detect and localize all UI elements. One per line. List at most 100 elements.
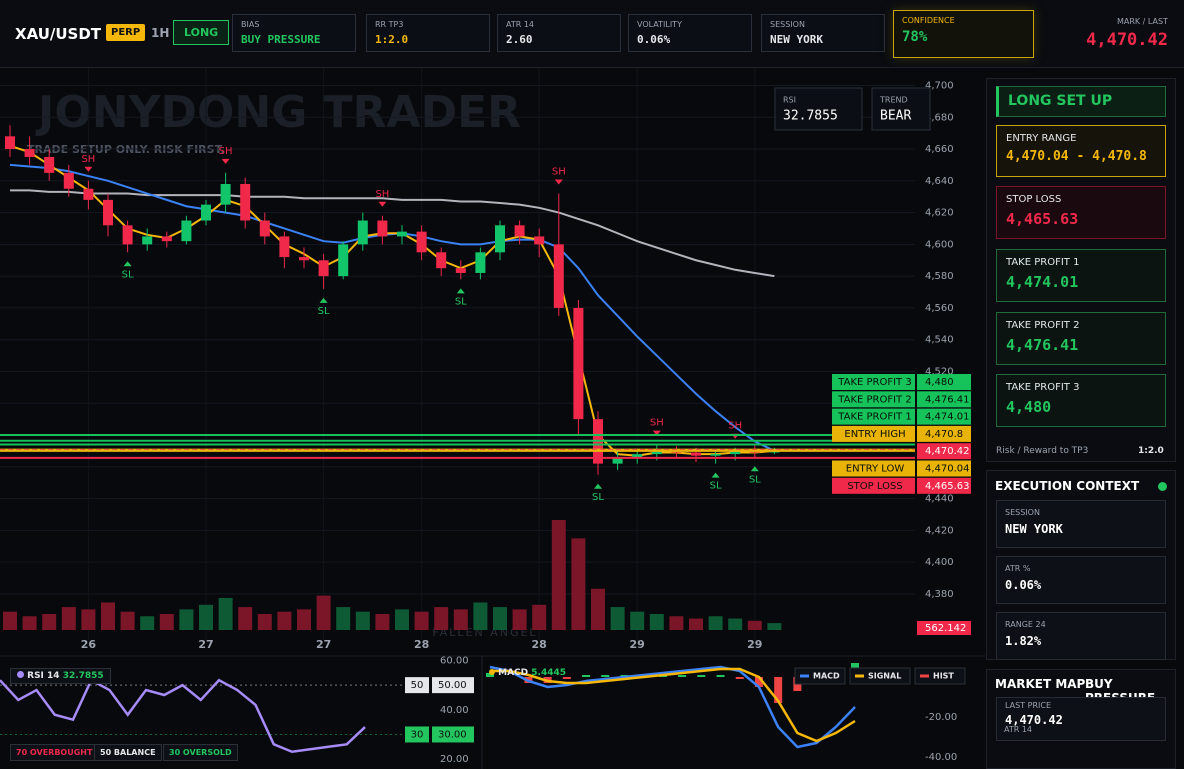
macd-hist [754, 677, 763, 687]
level-name-box [832, 374, 915, 390]
context-card: RANGE 24 1.82% [996, 612, 1166, 660]
swing-label: SH [219, 146, 233, 157]
level-name: TAKE PROFIT 3 [837, 377, 911, 388]
rsi-legend: RSI 14 32.7855 [10, 668, 111, 684]
swing-arrow [221, 158, 230, 164]
candle-body [730, 450, 741, 455]
candle-body [553, 244, 564, 308]
info-box [774, 87, 863, 131]
candle-body [691, 452, 701, 456]
swing-label: SH [650, 418, 664, 429]
mark-value: 4,470.42 [1086, 30, 1168, 50]
level-name-box [832, 425, 915, 442]
stat-value: 2.60 [506, 33, 533, 46]
stat-box: SESSION NEW YORK [761, 14, 885, 52]
y-tick-label: 4,560 [925, 303, 954, 314]
y-tick-label: 4,580 [925, 271, 954, 282]
volume-bar [473, 602, 488, 630]
market-map-title: MARKET MAP [995, 677, 1086, 691]
status-dot [1158, 482, 1167, 491]
volume-bar [277, 611, 292, 630]
rsi-tag [432, 726, 474, 743]
rsi-tag-value: 30 [411, 729, 424, 740]
macd-line [489, 665, 856, 749]
candle-body [83, 188, 94, 200]
info-label: RSI [783, 96, 796, 105]
y-tick-label: 4,680 [925, 112, 954, 123]
stat-value: 0.06% [637, 33, 671, 46]
volume-bar [669, 616, 684, 630]
level-name: ENTRY HIGH [844, 429, 905, 440]
rsi-badge: 70 OVERBOUGHT [10, 744, 99, 761]
macd-line [490, 667, 856, 743]
candle-body [299, 257, 309, 261]
card-value: NEW YORK [1005, 522, 1063, 536]
setup-title: LONG SET UP [996, 86, 1166, 117]
y-tick-label: 4,600 [925, 239, 954, 250]
card-label: RANGE 24 [1005, 620, 1046, 629]
candle-body [44, 156, 55, 173]
swing-label: SH [552, 167, 566, 178]
y-tick-label: 4,640 [925, 176, 954, 187]
x-tick-label: 27 [316, 638, 331, 651]
rsi-tag [432, 677, 474, 694]
y-tick-label: 4,440 [925, 494, 954, 505]
candle-body [161, 236, 172, 242]
y-tick-label: 4,540 [925, 335, 954, 346]
timeframe[interactable]: 1H [151, 26, 170, 40]
rsi-readout: 32.7855 [62, 671, 104, 681]
level-tag-label: 4,470.8 [925, 429, 963, 440]
level-name: ENTRY LOW [846, 464, 905, 475]
candle-body [318, 260, 329, 277]
stat-label: VOLATILITY [637, 20, 682, 29]
stat-box: VOLATILITY 0.06% [628, 14, 752, 52]
stat-label: SESSION [770, 20, 805, 29]
volume-tag-label: 562.142 [925, 623, 966, 634]
level-name-box [832, 391, 915, 408]
macd-hist [582, 675, 591, 677]
swing-label: SL [592, 492, 604, 503]
legend-box [849, 667, 911, 685]
volume-bar [218, 597, 233, 630]
candle-body [455, 268, 466, 273]
card-value: 0.06% [1005, 578, 1042, 592]
volume-bar [767, 623, 782, 630]
moving-average [10, 189, 775, 278]
volume-bar [493, 607, 507, 630]
card-label: TAKE PROFIT 3 [1006, 382, 1080, 393]
tp-card: TAKE PROFIT 3 4,480 [996, 374, 1166, 427]
tp-card: TAKE PROFIT 1 4,474.01 [996, 249, 1166, 302]
stat-box: BIAS BUY PRESSURE [232, 14, 356, 52]
candle-body [416, 231, 427, 253]
volume-bar [610, 607, 625, 630]
mark-label: MARK / LAST [1116, 17, 1168, 26]
volume-bar [728, 618, 743, 630]
swing-label: SL [122, 269, 134, 280]
candle-body [63, 172, 74, 189]
candle-body [240, 183, 251, 221]
level-name-box [832, 408, 915, 425]
level-tag-label: 4,470.42 [925, 446, 970, 457]
volume-bar [316, 595, 331, 630]
swing-label: SH [728, 421, 742, 432]
candle-body [103, 199, 113, 226]
macd-hist [562, 677, 571, 679]
y-tick-label: 4,400 [925, 557, 954, 568]
level-tag [917, 425, 971, 442]
candle-body [259, 220, 270, 237]
volume-bar [61, 607, 76, 630]
y-tick-label: 40.00 [440, 705, 469, 716]
info-value: BEAR [880, 109, 911, 124]
volume-bar [355, 611, 370, 630]
volume-bar [630, 611, 645, 630]
info-box [871, 87, 931, 131]
x-tick-label: 28 [414, 638, 429, 651]
stat-label: ATR 14 [506, 20, 535, 29]
volume-bar [140, 616, 155, 630]
stat-value: BUY PRESSURE [241, 33, 321, 46]
volume-bar [199, 604, 213, 630]
volume-bar [336, 607, 351, 630]
moving-average [9, 144, 775, 457]
info-value: 32.7855 [783, 109, 838, 124]
